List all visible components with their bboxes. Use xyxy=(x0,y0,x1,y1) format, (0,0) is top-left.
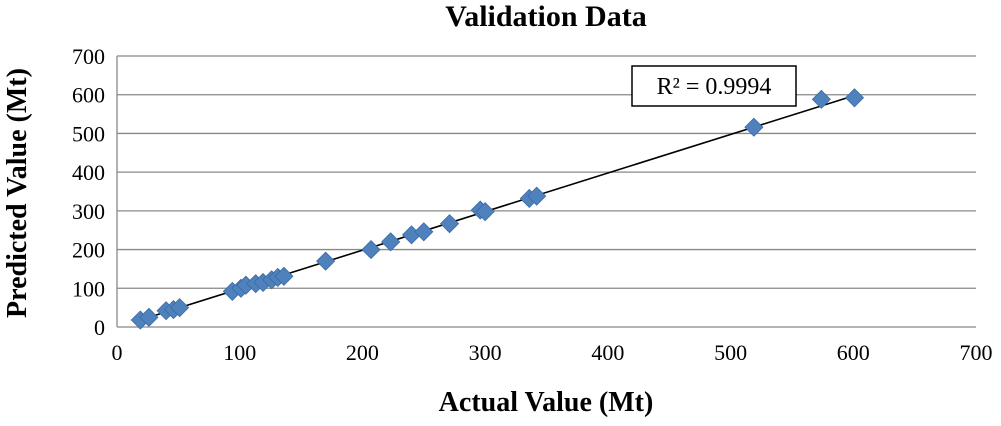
x-tick-labels: 0 100 200 300 400 500 600 700 xyxy=(112,340,993,365)
y-tick-label: 400 xyxy=(72,160,105,185)
data-point xyxy=(361,240,381,260)
y-axis-label: Predicted Value (Mt) xyxy=(2,68,33,318)
data-point xyxy=(744,117,764,137)
data-point xyxy=(844,88,865,108)
data-points xyxy=(130,88,865,330)
x-axis-label: Actual Value (Mt) xyxy=(439,387,654,418)
data-point xyxy=(811,89,831,109)
y-tick-labels: 0 100 200 300 400 500 600 700 xyxy=(72,44,105,340)
data-point xyxy=(274,266,294,286)
y-tick-label: 300 xyxy=(72,199,105,224)
data-point xyxy=(414,222,434,242)
data-point xyxy=(475,202,495,222)
x-tick-label: 300 xyxy=(469,340,502,365)
x-tick-label: 700 xyxy=(960,340,993,365)
data-point xyxy=(139,307,159,327)
y-tick-label: 200 xyxy=(72,238,105,263)
data-point xyxy=(381,232,401,252)
data-point xyxy=(527,186,547,206)
y-tick-label: 700 xyxy=(72,44,105,69)
x-tick-label: 100 xyxy=(223,340,256,365)
x-tick-label: 500 xyxy=(714,340,747,365)
y-tick-label: 600 xyxy=(72,83,105,108)
x-tick-label: 200 xyxy=(346,340,379,365)
x-tick-label: 600 xyxy=(837,340,870,365)
y-tick-label: 500 xyxy=(72,121,105,146)
y-tick-label: 100 xyxy=(72,276,105,301)
r-squared-label: R² = 0.9994 xyxy=(657,74,772,100)
x-tick-label: 400 xyxy=(591,340,624,365)
chart-title: Validation Data xyxy=(445,0,646,33)
data-point xyxy=(170,298,190,318)
annotation-box xyxy=(631,65,797,107)
x-tick-label: 0 xyxy=(112,340,123,365)
data-point xyxy=(439,214,460,234)
data-point xyxy=(316,251,336,271)
y-tick-label: 0 xyxy=(94,315,105,340)
r-squared-annotation: R² = 0.9994 xyxy=(631,65,797,107)
